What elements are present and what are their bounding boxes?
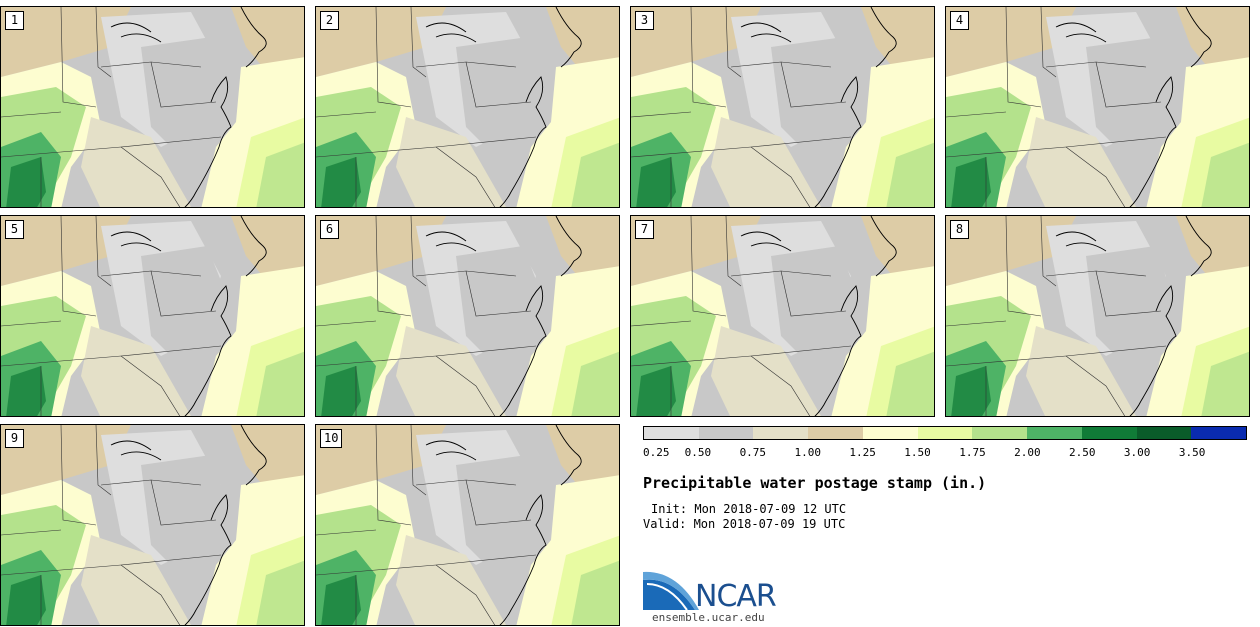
map-panel-8: 8: [945, 215, 1250, 417]
colorbar-tick-label: 3.50: [1178, 446, 1206, 459]
map-panel-5: 5: [0, 215, 305, 417]
colorbar-tick-label: 1.75: [959, 446, 986, 459]
colorbar: [643, 426, 1247, 440]
ncar-logo-icon: [643, 571, 699, 611]
colorbar-tick-label: 0.75: [739, 446, 767, 459]
colorbar-swatch: [862, 427, 918, 439]
colorbar-swatch: [698, 427, 754, 439]
panel-label: 5: [5, 220, 24, 239]
map-panel-2: 2: [315, 6, 620, 208]
colorbar-tick-label: 2.50: [1069, 446, 1096, 459]
colorbar-tick-label: 1.00: [794, 446, 821, 459]
colorbar-swatch: [1191, 427, 1247, 439]
colorbar-swatch: [1136, 427, 1192, 439]
panel-label: 10: [320, 429, 343, 448]
colorbar-swatch: [917, 427, 973, 439]
map-panel-4: 4: [945, 6, 1250, 208]
valid-time: Valid: Mon 2018-07-09 19 UTC: [643, 517, 846, 531]
colorbar-tick-label: 2.00: [1014, 446, 1041, 459]
init-time: Init: Mon 2018-07-09 12 UTC: [651, 502, 847, 516]
colorbar-tick-label: 0.25: [643, 446, 670, 459]
panel-label: 7: [635, 220, 654, 239]
colorbar-tick-label: 1.25: [849, 446, 876, 459]
logo-wordmark: NCAR: [695, 579, 777, 614]
colorbar-ticks: 0.25 0.50 0.75 1.00 1.25 1.50 1.75 2.00 2.50 3.00…: [643, 446, 1247, 460]
colorbar-swatch: [972, 427, 1028, 439]
panel-label: 8: [950, 220, 969, 239]
map-panel-9: 9: [0, 424, 305, 626]
map-panel-7: 7: [630, 215, 935, 417]
panel-label: 3: [635, 11, 654, 30]
map-panel-3: 3: [630, 6, 935, 208]
logo-url: ensemble.ucar.edu: [652, 611, 765, 624]
panel-label: 4: [950, 11, 969, 30]
panel-label: 1: [5, 11, 24, 30]
colorbar-tick-label: 3.00: [1123, 446, 1151, 459]
colorbar-swatch: [753, 427, 809, 439]
colorbar-swatch: [808, 427, 863, 439]
map-panel-1: 1: [0, 6, 305, 208]
panel-label: 9: [5, 429, 24, 448]
colorbar-swatch: [1081, 427, 1137, 439]
colorbar-tick-label: 1.50: [904, 446, 931, 459]
map-panel-10: 10: [315, 424, 620, 626]
chart-title: Precipitable water postage stamp (in.): [643, 474, 987, 492]
panel-label: 6: [320, 220, 339, 239]
colorbar-swatch: [1027, 427, 1082, 439]
colorbar-tick-label: 0.50: [684, 446, 712, 459]
panel-label: 2: [320, 11, 339, 30]
colorbar-swatch: [644, 427, 699, 439]
map-panel-6: 6: [315, 215, 620, 417]
